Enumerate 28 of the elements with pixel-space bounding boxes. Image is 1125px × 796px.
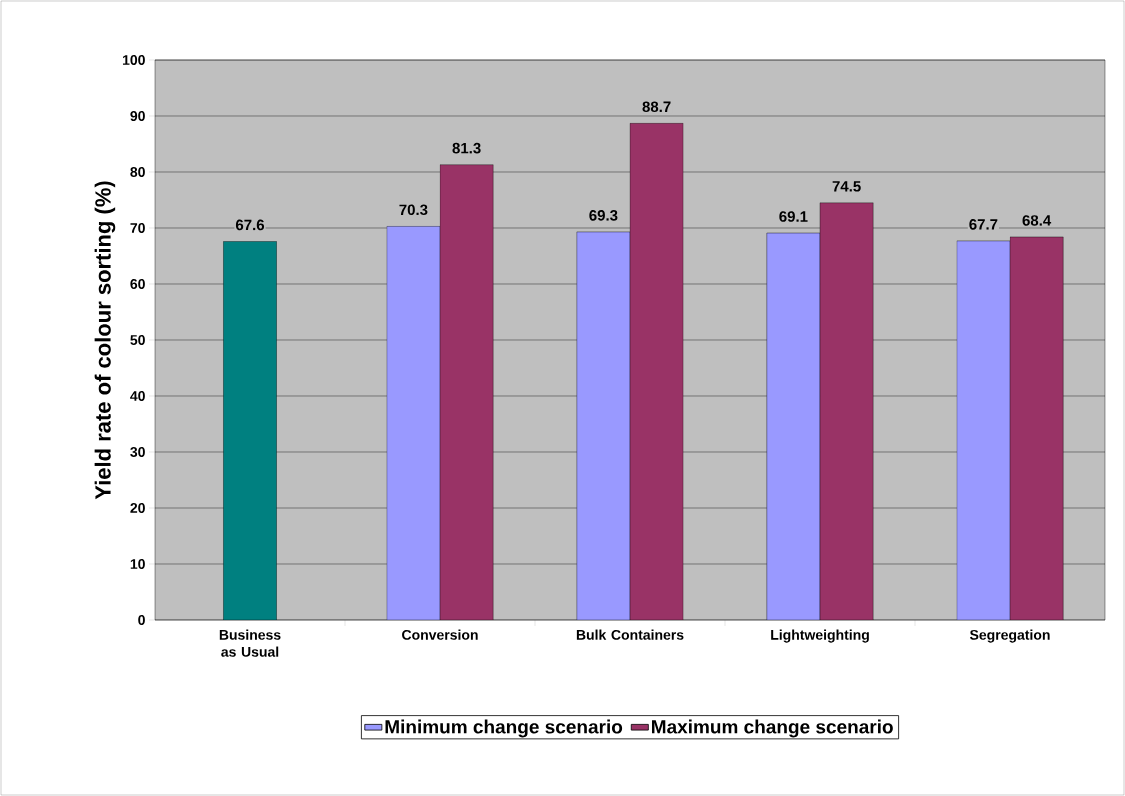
- data-label: 67.6: [235, 219, 265, 231]
- y-tick-label: 90: [130, 111, 145, 121]
- data-label: 70.3: [399, 204, 428, 216]
- y-tick-label: 60: [130, 279, 145, 289]
- data-label: 81.3: [452, 142, 481, 154]
- y-tick-label: 70: [130, 223, 145, 233]
- y-tick-label: 80: [130, 167, 145, 177]
- y-tick-label: 10: [130, 559, 145, 569]
- y-tick-label: 0: [138, 615, 145, 625]
- data-label: 69.1: [779, 211, 808, 222]
- x-tick-label: Lightweighting: [771, 629, 869, 643]
- y-tick-label: 50: [130, 335, 145, 345]
- x-tick-label: Segregation: [969, 629, 1050, 643]
- data-label: 69.3: [589, 210, 618, 221]
- legend-label: Maximum change scenario: [652, 719, 893, 738]
- x-tick-label: Bulk Containers: [576, 629, 684, 640]
- y-tick-label: 30: [130, 447, 145, 457]
- x-tick-label: Business as Usual: [219, 629, 281, 657]
- data-label: 74.5: [832, 181, 861, 192]
- data-label: 67.7: [969, 219, 998, 230]
- y-tick-label: 20: [130, 503, 145, 513]
- data-label: 68.4: [1022, 215, 1052, 226]
- y-axis-title: Yield rate of colour sorting (%): [94, 181, 116, 500]
- y-tick-label: 100: [122, 55, 145, 65]
- x-tick-label: Conversion: [402, 629, 478, 640]
- data-label: 88.7: [642, 101, 671, 113]
- y-tick-label: 40: [130, 391, 145, 401]
- legend-label: Minimum change scenario: [385, 719, 623, 738]
